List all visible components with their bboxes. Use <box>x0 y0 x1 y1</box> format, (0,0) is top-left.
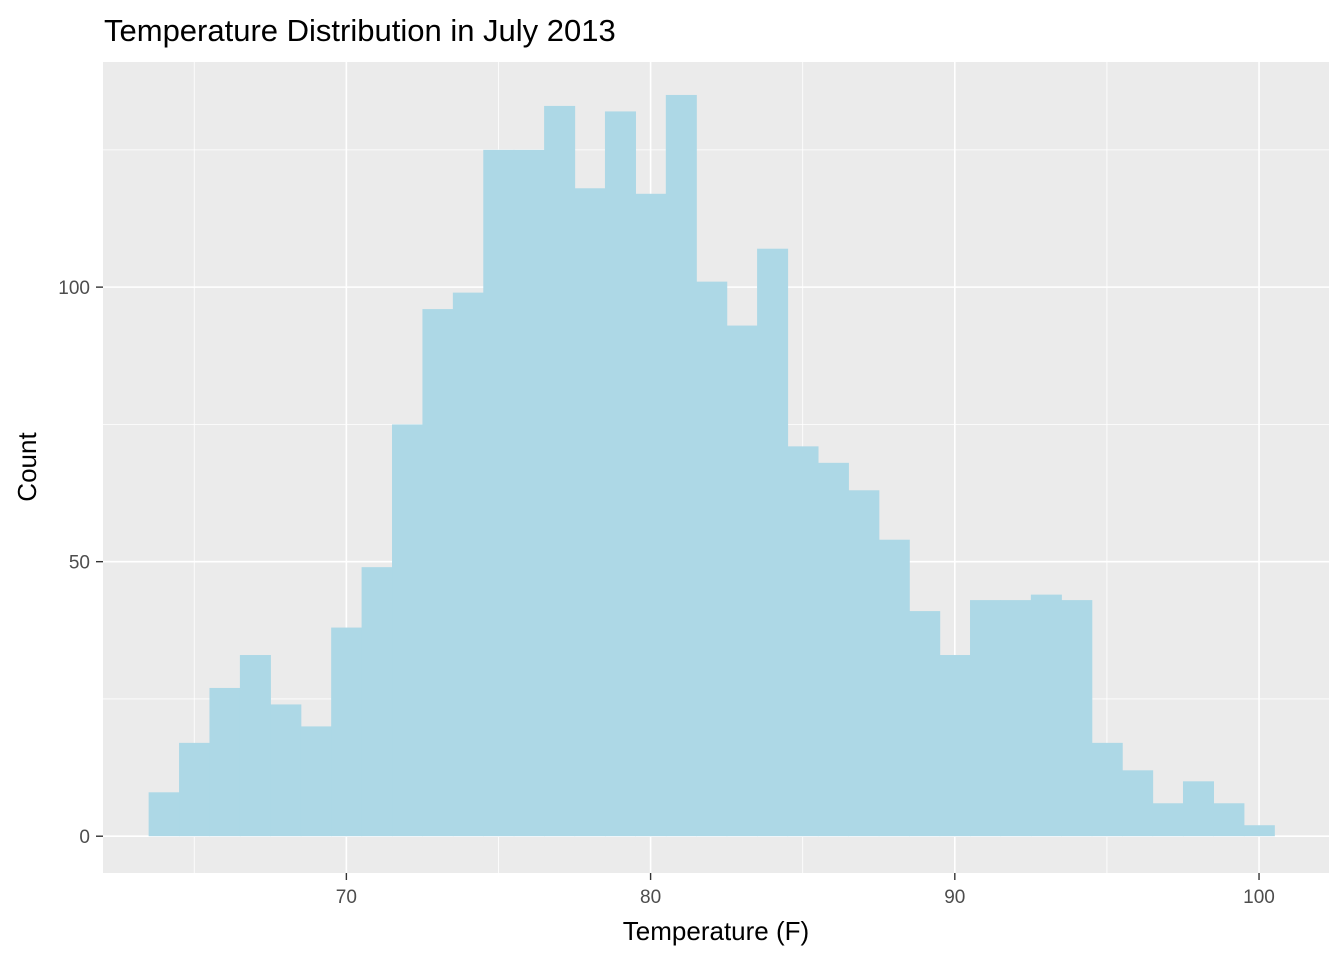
histogram-bar <box>392 424 424 837</box>
histogram-bar <box>817 462 849 837</box>
histogram-bar <box>209 687 241 837</box>
histogram-bar <box>1213 803 1245 837</box>
histogram-bar <box>970 600 1002 837</box>
y-tick-label: 0 <box>79 827 90 848</box>
x-tick-label: 70 <box>336 887 357 908</box>
histogram-bar <box>1122 770 1154 837</box>
histogram-bar <box>513 149 545 837</box>
histogram-bar <box>1030 594 1062 837</box>
histogram-bar <box>361 567 393 837</box>
chart-title: Temperature Distribution in July 2013 <box>104 13 616 48</box>
histogram-bar <box>179 742 211 837</box>
histogram-bar <box>757 248 789 837</box>
x-tick-label: 100 <box>1243 887 1275 908</box>
histogram-bar <box>1000 600 1032 837</box>
histogram-bar <box>574 188 606 837</box>
y-tick-label: 100 <box>58 278 90 299</box>
histogram-bar <box>300 726 332 837</box>
histogram-bar <box>544 105 576 837</box>
histogram-bar <box>1243 825 1275 837</box>
histogram-bar <box>604 111 636 837</box>
x-tick-label: 90 <box>944 887 965 908</box>
histogram-bar <box>635 193 667 837</box>
histogram-bar <box>1061 600 1093 837</box>
histogram-bars <box>148 94 1275 837</box>
histogram-bar <box>787 446 819 837</box>
y-axis: 0 50 100 <box>58 278 103 848</box>
histogram-bar <box>878 539 910 837</box>
histogram-bar <box>452 292 484 837</box>
histogram-bar <box>696 281 728 837</box>
histogram-bar <box>1152 803 1184 837</box>
histogram-bar <box>848 490 880 837</box>
histogram-bar <box>909 611 941 837</box>
histogram-bar <box>239 655 271 837</box>
histogram-bar <box>331 627 363 837</box>
histogram-bar <box>726 325 758 837</box>
histogram-bar <box>422 309 454 837</box>
y-axis-title: Count <box>12 432 42 502</box>
histogram-bar <box>665 94 697 837</box>
x-tick-label: 80 <box>640 887 661 908</box>
histogram-bar <box>270 704 302 837</box>
histogram-bar <box>148 792 180 837</box>
y-tick-label: 50 <box>69 553 90 574</box>
histogram-bar <box>1182 781 1214 837</box>
histogram-bar <box>1091 742 1123 837</box>
histogram-bar <box>939 655 971 837</box>
x-axis-title: Temperature (F) <box>623 916 809 946</box>
histogram-bar <box>483 149 515 837</box>
x-axis: 70 80 90 100 <box>336 873 1275 908</box>
